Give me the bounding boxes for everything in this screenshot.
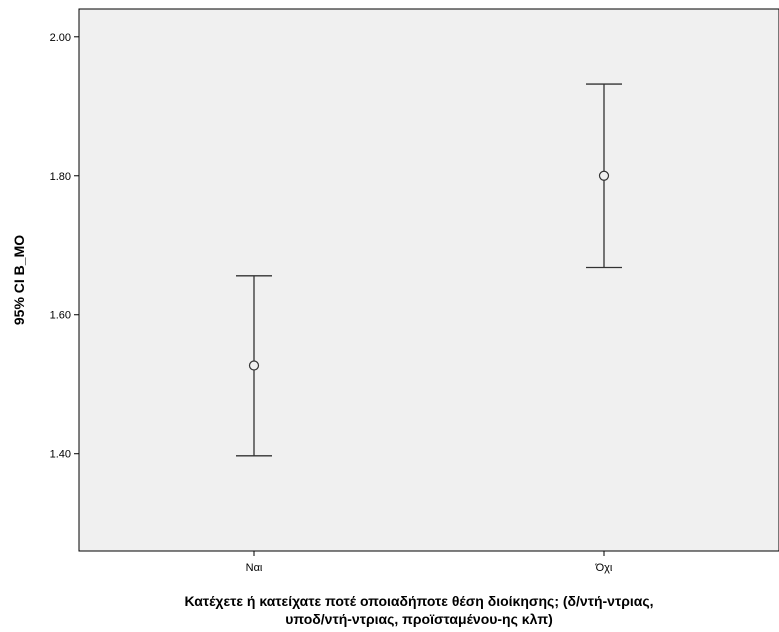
x-tick-label: Όχι xyxy=(595,562,613,574)
y-tick-label: 1.60 xyxy=(50,310,71,322)
error-bar-1 xyxy=(586,83,622,269)
y-axis-title: 95% CI B_MO xyxy=(11,235,27,325)
y-tick-label: 2.00 xyxy=(50,32,71,44)
y-tick-label: 1.80 xyxy=(50,171,71,183)
plot-area xyxy=(78,8,779,552)
x-axis-title-line-2: υποδ/ντή-ντριας, προϊσταμένου-ης κλπ) xyxy=(285,611,553,627)
y-tick-label: 1.40 xyxy=(50,449,71,461)
y-axis-ticks: 1.40 1.60 1.80 2.00 xyxy=(50,32,79,461)
error-bar-0 xyxy=(236,275,272,457)
mean-marker xyxy=(248,360,260,371)
x-tick-label: Ναι xyxy=(246,562,263,574)
x-axis-title-line-1: Κατέχετε ή κατείχατε ποτέ οποιαδήποτε θέ… xyxy=(184,593,653,609)
error-bars xyxy=(236,83,622,457)
x-axis-ticks: Ναι Όχι xyxy=(246,551,613,574)
mean-marker xyxy=(598,170,610,181)
